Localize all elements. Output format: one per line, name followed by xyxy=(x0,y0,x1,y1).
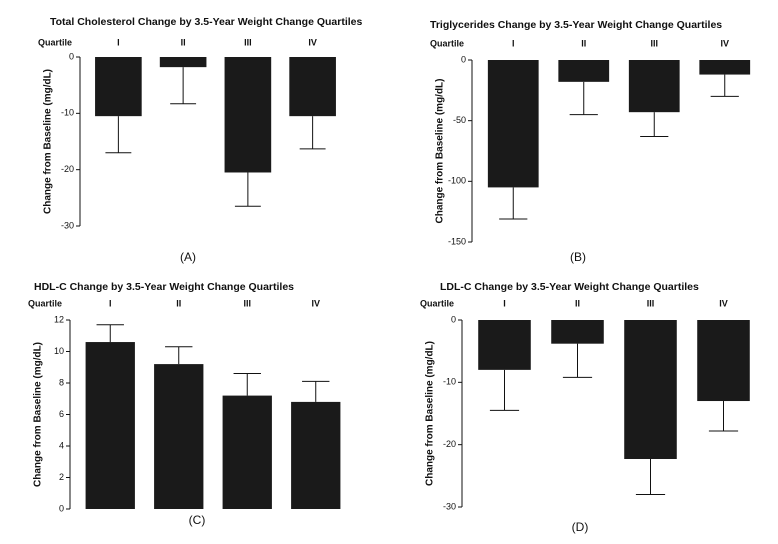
bar xyxy=(697,320,750,402)
y-tick-label: 2 xyxy=(59,472,64,482)
bar xyxy=(628,60,680,113)
x-tick-label: I xyxy=(503,298,506,308)
panel-label: (B) xyxy=(570,250,586,264)
bar xyxy=(624,320,677,460)
y-axis-label: Change from Baseline (mg/dL) xyxy=(43,69,54,214)
x-tick-label: IV xyxy=(308,37,317,47)
y-axis-label: Change from Baseline (mg/dL) xyxy=(435,78,446,223)
x-tick-label: III xyxy=(243,298,251,308)
x-tick-label: I xyxy=(512,38,515,48)
x-tick-label: IV xyxy=(719,298,728,308)
x-tick-label: II xyxy=(581,38,586,48)
y-tick-label: -30 xyxy=(61,220,74,230)
y-tick-label: 0 xyxy=(451,314,456,324)
bar xyxy=(222,395,272,509)
bar xyxy=(154,364,204,509)
y-tick-label: -30 xyxy=(443,501,456,511)
y-tick-label: -20 xyxy=(61,164,74,174)
chart-title: Total Cholesterol Change by 3.5-Year Wei… xyxy=(50,16,363,28)
bar xyxy=(85,342,135,509)
x-tick-label: III xyxy=(650,38,658,48)
category-axis-label: Quartile xyxy=(420,298,454,308)
y-tick-label: 8 xyxy=(59,377,64,387)
panel-label: (A) xyxy=(180,250,196,264)
category-axis-label: Quartile xyxy=(430,38,464,48)
x-tick-label: III xyxy=(647,298,655,308)
y-tick-label: -50 xyxy=(453,115,466,125)
bar xyxy=(478,320,531,370)
y-tick-label: -10 xyxy=(61,108,74,118)
x-tick-label: II xyxy=(181,37,186,47)
category-axis-label: Quartile xyxy=(38,37,72,47)
y-axis-label: Change from Baseline (mg/dL) xyxy=(33,342,44,487)
x-tick-label: I xyxy=(117,37,120,47)
y-tick-label: -100 xyxy=(448,176,466,186)
x-tick-label: I xyxy=(109,298,112,308)
y-tick-label: 0 xyxy=(59,503,64,513)
y-tick-label: 10 xyxy=(54,346,64,356)
y-axis-label: Change from Baseline (mg/dL) xyxy=(425,341,436,486)
bar xyxy=(291,401,341,509)
bar xyxy=(95,57,142,117)
y-tick-label: 0 xyxy=(461,54,466,64)
bar xyxy=(224,57,272,173)
chart-title: LDL-C Change by 3.5-Year Weight Change Q… xyxy=(440,281,699,293)
y-tick-label: -20 xyxy=(443,439,456,449)
y-tick-label: -150 xyxy=(448,236,466,246)
chart-title: Triglycerides Change by 3.5-Year Weight … xyxy=(430,19,722,31)
x-tick-label: II xyxy=(176,298,181,308)
bar xyxy=(558,60,610,82)
y-tick-label: 0 xyxy=(69,51,74,61)
bar xyxy=(699,60,751,75)
x-tick-label: III xyxy=(244,37,252,47)
x-tick-label: IV xyxy=(311,298,320,308)
x-tick-label: II xyxy=(575,298,580,308)
panel-label: (C) xyxy=(189,513,206,527)
bar xyxy=(487,60,539,188)
bar xyxy=(551,320,604,344)
bar xyxy=(159,57,207,68)
panel-label: (D) xyxy=(572,520,589,534)
y-tick-label: -10 xyxy=(443,377,456,387)
x-tick-label: IV xyxy=(720,38,729,48)
y-tick-label: 6 xyxy=(59,409,64,419)
y-tick-label: 12 xyxy=(54,314,64,324)
category-axis-label: Quartile xyxy=(28,298,62,308)
y-tick-label: 4 xyxy=(59,440,64,450)
bar xyxy=(289,57,336,117)
chart-title: HDL-C Change by 3.5-Year Weight Change Q… xyxy=(34,281,294,293)
